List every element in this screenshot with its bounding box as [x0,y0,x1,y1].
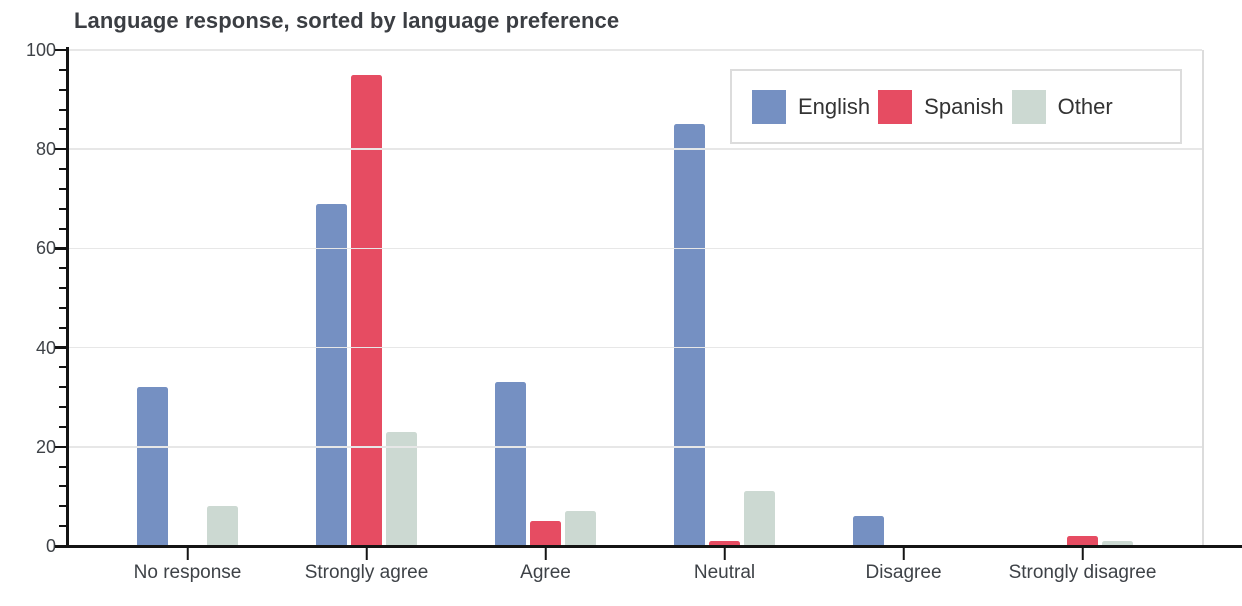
bar-groups [68,50,1202,560]
y-axis-major-tick-100 [55,48,66,52]
bar-group-strongly-disagree [993,50,1172,560]
y-axis-minor-tick-48 [59,306,66,309]
bar-english-neutral [674,124,705,546]
x-axis-tick-disagree [902,548,905,560]
y-tick-label-40: 40 [35,337,56,358]
bar-other-neutral [744,491,775,546]
y-axis-major-tick-60 [55,247,66,250]
y-axis-minor-tick-12 [59,485,66,488]
x-axis-tick-strongly-agree [365,548,368,560]
y-axis-minor-tick-52 [59,287,66,290]
bar-spanish-strongly-disagree [1067,536,1098,546]
y-axis-minor-tick-36 [59,366,66,369]
y-tick-label-60: 60 [35,238,56,259]
bar-spanish-strongly-agree [351,74,382,546]
y-axis-minor-tick-88 [59,108,66,111]
y-axis-major-tick-40 [55,346,66,349]
y-axis-minor-tick-68 [59,207,66,210]
gridline-60 [68,247,1202,250]
bar-group-neutral [635,50,814,560]
legend-label-english: English [798,93,871,119]
y-tick-label-80: 80 [35,139,56,160]
bar-other-strongly-agree [386,431,417,546]
bar-spanish-neutral [709,541,740,546]
y-axis-line [66,47,69,547]
legend: English Spanish Other [730,69,1182,144]
gridline-20 [68,446,1202,448]
bar-english-disagree [853,516,884,546]
x-tick-label-strongly-disagree: Strongly disagree [1008,562,1157,583]
x-axis-tick-no-response [186,548,189,560]
bar-other-strongly-disagree [1102,541,1133,546]
x-axis-line [55,544,1242,548]
legend-item-english: English [752,89,871,124]
legend-label-spanish: Spanish [924,93,1004,119]
y-axis-major-tick-20 [55,445,66,449]
y-axis-minor-tick-64 [59,227,66,230]
bar-spanish-agree [530,521,561,546]
y-axis-minor-tick-72 [59,187,66,190]
y-axis-major-tick-80 [55,147,66,151]
y-axis-minor-tick-76 [59,168,66,171]
legend-swatch-other [1011,89,1046,124]
x-tick-label-agree: Agree [520,562,571,583]
y-tick-label-20: 20 [35,436,56,457]
bar-group-disagree [814,50,993,560]
chart-title: Language response, sorted by language pr… [74,8,620,33]
y-axis-minor-tick-56 [59,267,66,270]
x-axis-tick-strongly-disagree [1081,548,1084,560]
y-axis-minor-tick-32 [59,386,66,389]
y-axis-minor-tick-92 [59,88,66,91]
y-axis-minor-tick-24 [59,425,66,428]
y-tick-label-100: 100 [25,40,56,60]
x-tick-label-disagree: Disagree [865,562,942,583]
plot-area [55,48,1204,560]
y-axis-minor-tick-44 [59,326,66,329]
bar-group-no-response [98,50,277,560]
y-axis-minor-tick-16 [59,465,66,468]
bar-english-agree [495,382,526,546]
y-axis-minor-tick-84 [59,128,66,131]
y-axis-minor-tick-4 [59,525,66,528]
y-axis-minor-tick-28 [59,406,66,409]
bar-group-strongly-agree [277,50,456,560]
y-tick-label-0: 0 [45,536,56,556]
bar-other-no-response [207,506,238,546]
x-tick-label-no-response: No response [133,562,242,583]
gridline-40 [68,346,1202,349]
bar-other-agree [565,511,596,546]
gridline-100 [68,49,1202,51]
x-tick-label-strongly-agree: Strongly agree [304,562,429,583]
legend-swatch-english [752,89,786,124]
gridline-80 [68,148,1202,150]
x-axis-tick-agree [544,548,547,560]
x-axis-labels: No response Strongly agree Agree Neutral Dis… [68,562,1202,584]
legend-item-spanish: Spanish [878,89,1004,124]
bar-english-strongly-agree [316,203,347,546]
x-axis-tick-neutral [723,548,726,560]
legend-swatch-spanish [878,89,913,124]
legend-label-other: Other [1057,93,1113,119]
y-axis-minor-tick-96 [59,68,66,71]
legend-item-other: Other [1011,89,1113,124]
bar-english-no-response [137,387,168,546]
x-tick-label-neutral: Neutral [693,562,756,583]
y-axis-minor-tick-8 [59,505,66,508]
bar-group-agree [456,50,635,560]
y-axis-labels: 0 20 40 60 80 100 [0,41,56,555]
